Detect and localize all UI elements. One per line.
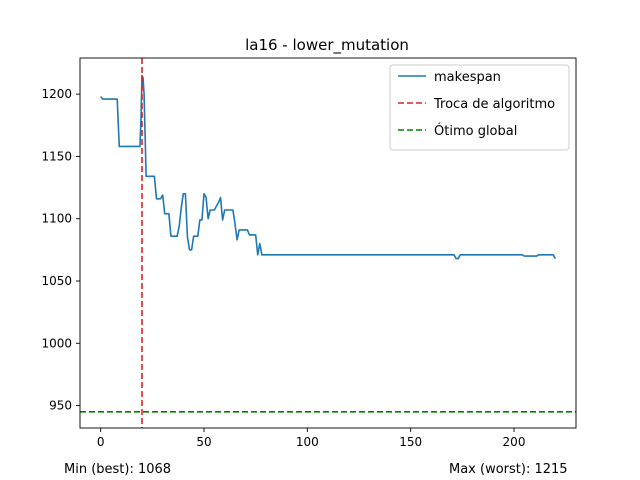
y-tick-label: 950 [49, 399, 72, 413]
x-tick-label: 0 [97, 435, 105, 449]
legend-label: Ótimo global [434, 123, 517, 139]
plot-frame [79, 57, 577, 429]
x-tick-label: 100 [296, 435, 319, 449]
chart-title: la16 - lower_mutation [245, 36, 409, 55]
x-axis: 0 50 100 150 200 [97, 428, 526, 449]
plot-area [79, 57, 577, 429]
makespan-line [100, 74, 557, 260]
y-tick-label: 1150 [41, 149, 72, 163]
legend: makespan Troca de algoritmo Ótimo global [389, 64, 570, 151]
y-tick-label: 1100 [41, 212, 72, 226]
legend-box [389, 64, 570, 151]
legend-label: Troca de algoritmo [433, 97, 555, 112]
y-axis: 950 1000 1050 1100 1150 1200 [41, 87, 80, 413]
y-tick-label: 1050 [41, 274, 72, 288]
x-tick-label: 50 [196, 435, 211, 449]
legend-label: makespan [434, 70, 501, 85]
x-tick-label: 200 [503, 435, 526, 449]
min-best-label: Min (best): 1068 [64, 462, 172, 477]
y-tick-label: 1000 [41, 336, 72, 350]
y-tick-label: 1200 [41, 87, 72, 101]
x-tick-label: 150 [399, 435, 422, 449]
max-worst-label: Max (worst): 1215 [449, 462, 568, 477]
